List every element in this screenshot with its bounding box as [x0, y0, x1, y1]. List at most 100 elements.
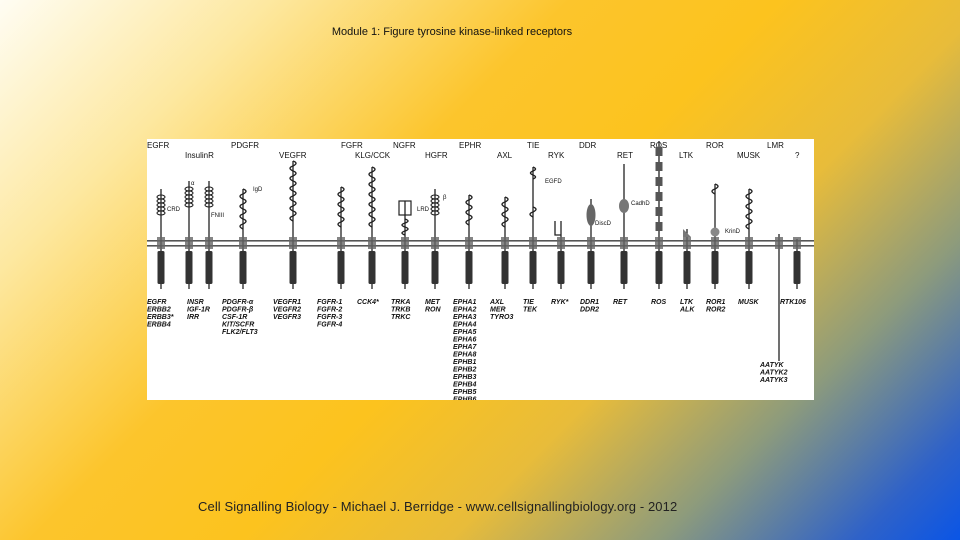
member-label: FGFR-4	[317, 322, 342, 329]
family-label: KLG/CCK	[355, 151, 391, 160]
transmembrane-segment	[683, 237, 691, 249]
member-label: FGFR-1	[317, 299, 342, 306]
member-label: TRKB	[391, 307, 410, 314]
member-label: FLK2/FLT3	[222, 329, 258, 336]
ig-domain	[368, 186, 376, 198]
transmembrane-segment	[157, 237, 165, 249]
family-label: HGFR	[425, 151, 448, 160]
member-label: AATYK3	[759, 377, 788, 384]
member-label: EPHB1	[453, 359, 476, 366]
kinase-domain	[557, 251, 565, 284]
kinase-domain	[793, 251, 801, 284]
ig-domain	[239, 188, 247, 200]
family-label: PDGFR	[231, 141, 259, 150]
transmembrane-segment	[465, 237, 473, 249]
ig-domain	[239, 208, 247, 220]
ig-domain	[501, 206, 509, 218]
member-label: EPHB5	[453, 389, 476, 396]
family-label: EGFR	[147, 141, 169, 150]
ig-domain	[401, 218, 409, 228]
family-label: FGFR	[341, 141, 363, 150]
cysteine-rich-domain	[204, 202, 214, 208]
member-label: MER	[490, 307, 506, 314]
member-label: ERBB3*	[147, 314, 174, 321]
member-label: ROR1	[706, 299, 726, 306]
family-label: MUSK	[737, 151, 761, 160]
member-label: CSF-1R	[222, 314, 247, 321]
transmembrane-segment	[587, 237, 595, 249]
member-label: FGFR-3	[317, 314, 342, 321]
ig-domain	[368, 216, 376, 228]
ig-domain	[465, 194, 473, 206]
domain-label: LRD	[417, 207, 430, 213]
family-label: LMR	[767, 141, 784, 150]
transmembrane-segment	[431, 237, 439, 249]
member-label: IGF-1R	[187, 307, 210, 314]
domain-label: DiscD	[595, 221, 612, 227]
family-label: TIE	[527, 141, 539, 150]
member-label: TEK	[523, 307, 538, 314]
ig-domain	[337, 186, 345, 198]
transmembrane-segment	[205, 237, 213, 249]
membrane-line	[147, 245, 814, 247]
kinase-domain	[368, 251, 376, 284]
kinase-domain	[620, 251, 628, 284]
member-label: EPHA3	[453, 314, 476, 321]
kringle-domain	[710, 227, 720, 237]
transmembrane-segment	[711, 237, 719, 249]
member-label: AATYK	[759, 362, 785, 369]
ig-domain	[368, 196, 376, 208]
ig-domain	[368, 206, 376, 218]
family-label: AXL	[497, 151, 513, 160]
fibronectin-repeat	[655, 222, 663, 231]
member-label: EPHA7	[453, 344, 477, 351]
ig-domain	[745, 198, 753, 210]
member-label: IRR	[187, 314, 199, 321]
transmembrane-segment	[529, 237, 537, 249]
transmembrane-segment	[745, 237, 753, 249]
member-label: ERBB2	[147, 307, 171, 314]
ig-domain	[368, 176, 376, 188]
member-label: PDGFR-β	[222, 307, 254, 314]
ig-domain	[239, 218, 247, 230]
discoidin-domain	[586, 204, 596, 226]
family-label: InsulinR	[185, 151, 214, 160]
family-label: EPHR	[459, 141, 481, 150]
ig-domain	[465, 204, 473, 216]
family-label: DDR	[579, 141, 597, 150]
ig-domain	[289, 180, 297, 192]
family-label: NGFR	[393, 141, 416, 150]
ig-domain	[289, 200, 297, 212]
family-label: LTK	[679, 151, 694, 160]
footer-citation: Cell Signalling Biology - Michael J. Ber…	[198, 499, 678, 514]
member-label: EPHA8	[453, 352, 476, 359]
ig-domain	[337, 196, 345, 208]
member-label: EGFR	[147, 299, 166, 306]
kinase-domain	[683, 251, 691, 284]
family-label: VEGFR	[279, 151, 307, 160]
member-label: EPHA1	[453, 299, 476, 306]
member-label: VEGFR2	[273, 307, 301, 314]
member-label: ALK	[679, 307, 695, 314]
member-label: LTK	[680, 299, 694, 306]
ltk-domain	[683, 229, 691, 237]
member-label: PDGFR-α	[222, 299, 254, 306]
transmembrane-segment	[289, 237, 297, 249]
transmembrane-segment	[401, 237, 409, 249]
ig-domain	[501, 216, 509, 228]
kinase-domain	[655, 251, 663, 284]
domain-label: α	[191, 181, 195, 187]
family-label: RET	[617, 151, 633, 160]
ig-domain	[239, 198, 247, 210]
kinase-domain	[501, 251, 509, 284]
member-label: EPHA6	[453, 337, 476, 344]
transmembrane-segment	[775, 237, 783, 249]
ig-domain	[711, 183, 719, 195]
cadherin-domain	[619, 199, 629, 213]
member-label: ERBB4	[147, 322, 171, 329]
member-label: AATYK2	[759, 370, 788, 377]
member-label: RYK*	[551, 299, 569, 306]
fibronectin-repeat	[655, 192, 663, 201]
member-label: MUSK	[738, 299, 760, 306]
kinase-domain	[711, 251, 719, 284]
